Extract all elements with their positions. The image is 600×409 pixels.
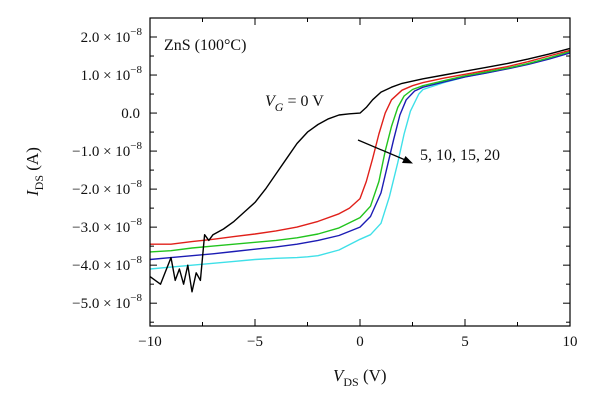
x-tick-label: 0	[356, 334, 364, 350]
gate-sweep-arrow	[357, 139, 413, 164]
y-axis-title: IDS (A)	[23, 147, 46, 197]
x-tick-label: −5	[247, 334, 263, 350]
x-tick-label: −10	[138, 334, 161, 350]
x-tick-label: 10	[563, 334, 578, 350]
x-axis-ticks: −10 −5 0 5 10	[138, 18, 578, 350]
y-tick-label: 1.0 × 10−8	[81, 64, 143, 84]
plot-frame	[149, 17, 571, 327]
x-axis-title: VDS (V)	[333, 366, 387, 389]
y-axis-ticks: 2.0 × 10−8 1.0 × 10−8 0.0 −1.0 × 10−8 −2.0 ×…	[72, 17, 570, 323]
series-layer	[149, 47, 571, 293]
series-line-1	[150, 49, 571, 245]
y-tick-label: 2.0 × 10−8	[81, 26, 143, 46]
material-annotation: ZnS (100°C)	[164, 37, 246, 54]
y-tick-label: −3.0 × 10−8	[72, 216, 142, 236]
y-tick-label: −4.0 × 10−8	[72, 254, 142, 274]
y-tick-label: −2.0 × 10−8	[72, 178, 142, 198]
gate-values-annotation: 5, 10, 15, 20	[420, 147, 500, 164]
x-tick-label: 5	[461, 334, 469, 350]
y-tick-label: −5.0 × 10−8	[72, 292, 142, 312]
series-line-0	[149, 47, 571, 293]
y-tick-label: −1.0 × 10−8	[72, 140, 142, 160]
series-line-3	[149, 52, 571, 261]
series-line-2	[149, 50, 571, 253]
gate-voltage-annotation: VG = 0 V	[265, 93, 324, 114]
y-tick-label: 0.0	[121, 106, 140, 122]
series-line-4	[149, 51, 571, 270]
